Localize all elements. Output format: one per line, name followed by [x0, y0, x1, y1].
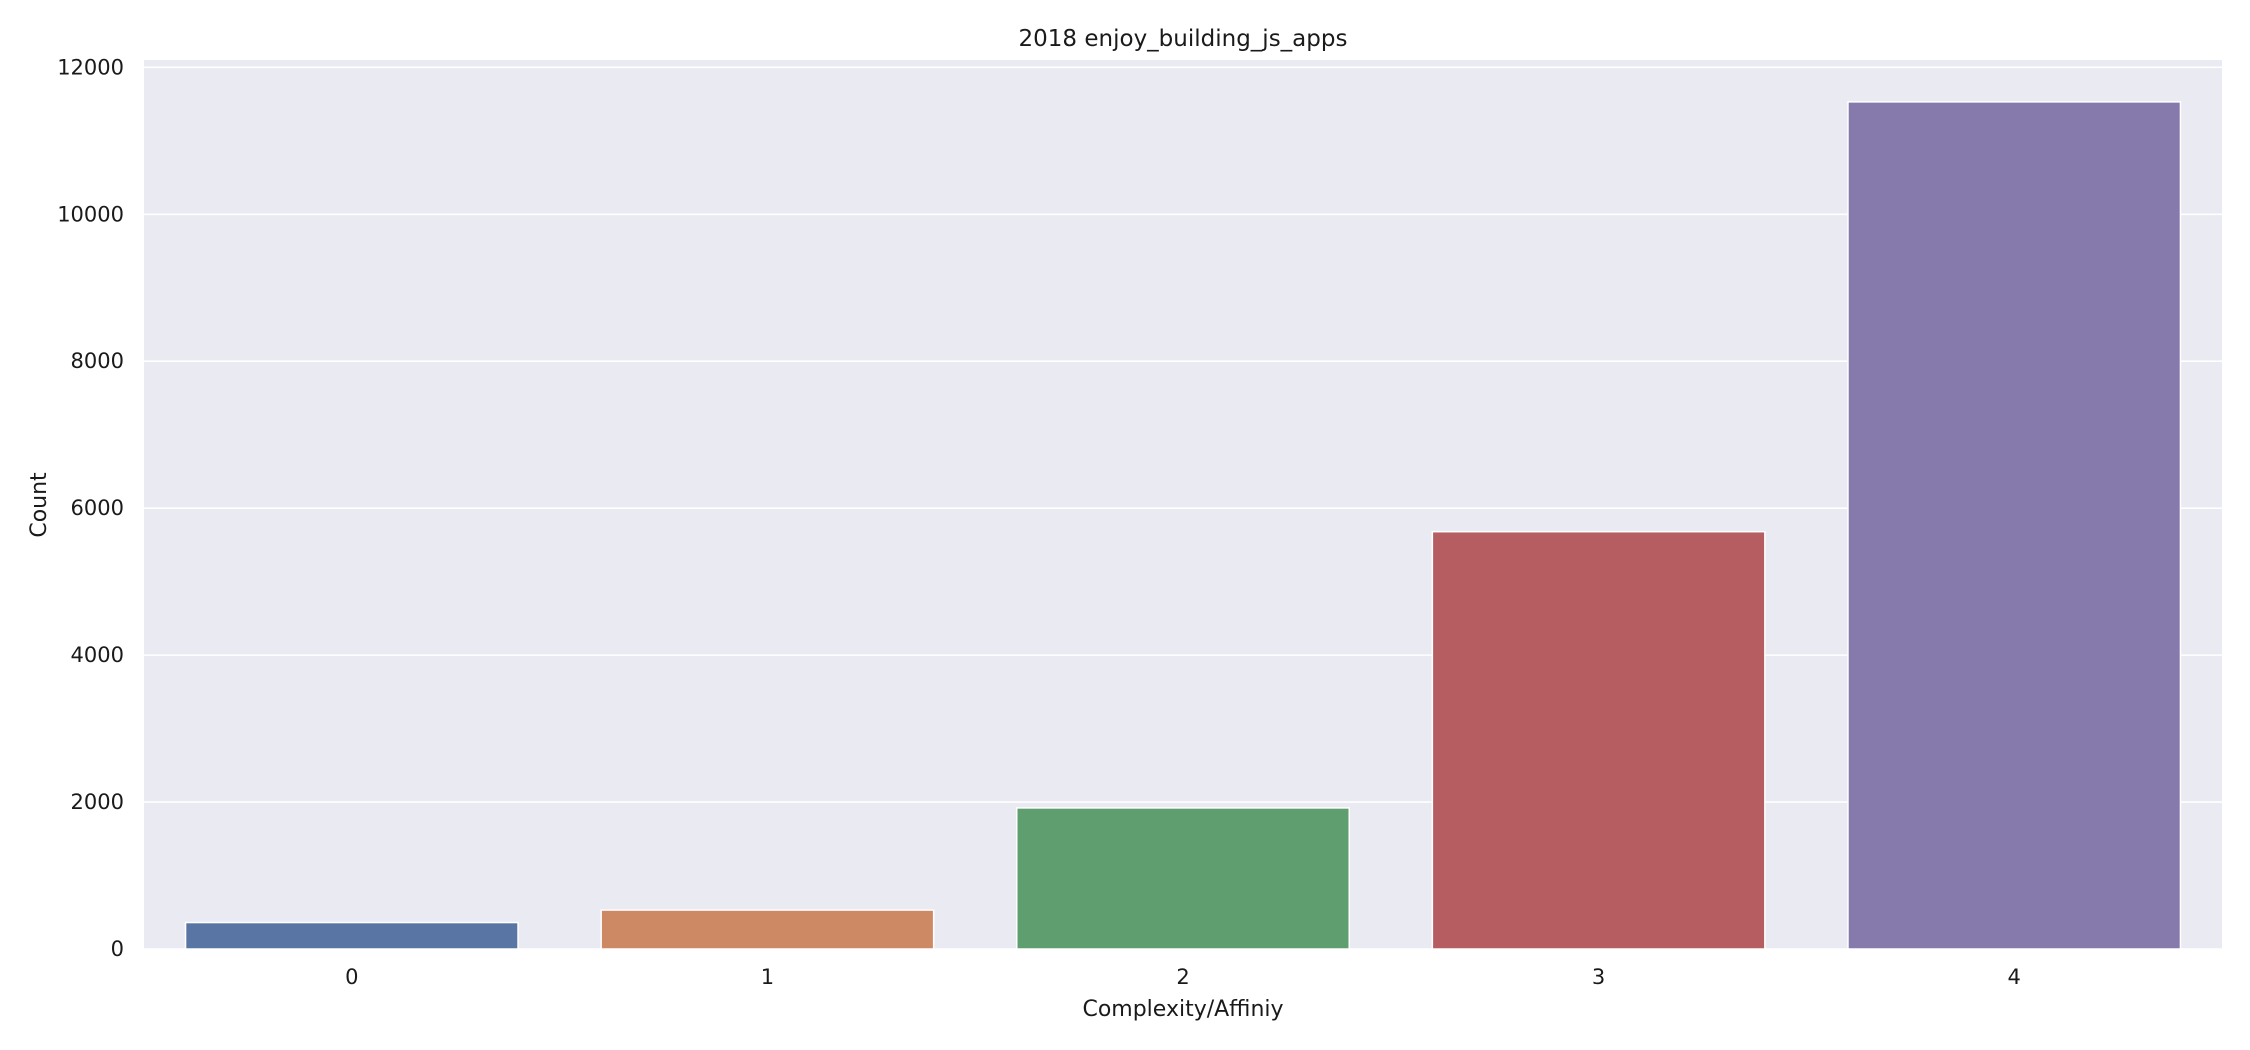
bar-1 [600, 909, 935, 950]
x-tick-labels: 0 1 2 3 4 [345, 965, 2021, 989]
bars [184, 101, 2182, 950]
x-tick-label: 1 [761, 965, 774, 989]
y-tick-label: 2000 [71, 790, 124, 814]
y-tick-label: 10000 [57, 202, 124, 226]
y-tick-label: 4000 [71, 643, 124, 667]
y-tick-label: 6000 [71, 496, 124, 520]
bar-2 [1016, 807, 1350, 950]
x-tick-label: 2 [1176, 965, 1189, 989]
x-axis-label: Complexity/Affiniy [1082, 997, 1283, 1022]
bar-0 [184, 921, 519, 950]
y-tick-labels: 0 2000 4000 6000 8000 10000 12000 [57, 55, 124, 961]
y-tick-label: 0 [111, 937, 124, 961]
x-tick-label: 4 [2008, 965, 2021, 989]
chart-title: 2018 enjoy_building_js_apps [1019, 26, 1348, 52]
y-axis-label: Count [27, 472, 52, 538]
x-tick-label: 0 [345, 965, 358, 989]
y-tick-label: 8000 [71, 349, 124, 373]
bar-4 [1847, 101, 2182, 950]
bar-3 [1431, 530, 1766, 950]
y-tick-label: 12000 [57, 55, 124, 79]
x-tick-label: 3 [1592, 965, 1605, 989]
